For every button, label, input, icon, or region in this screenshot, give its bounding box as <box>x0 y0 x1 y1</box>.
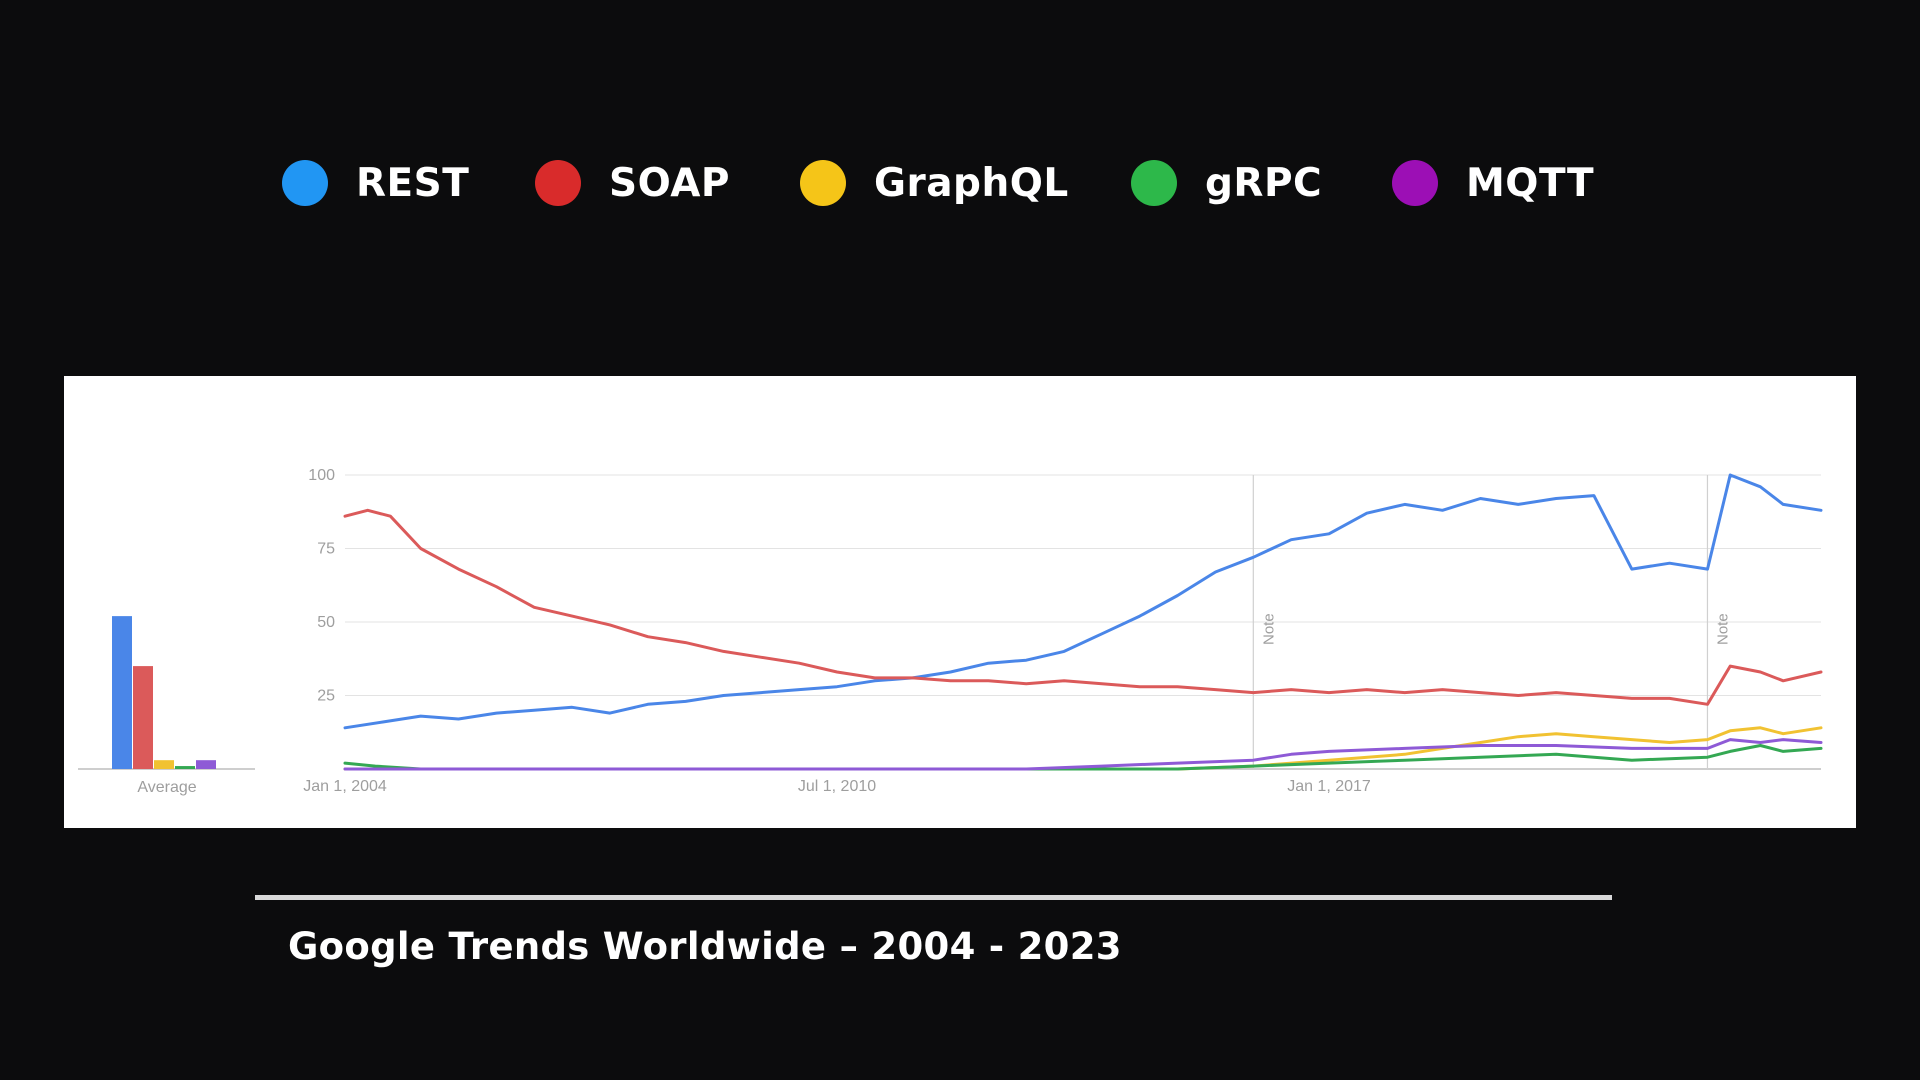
trends-chart: 100 75 50 25 Note Note Jan 1, 2004 Jul 1, 2010 J… <box>78 467 1823 796</box>
y-tick-label: 100 <box>308 467 335 484</box>
legend-item-mqtt: MQTT <box>1392 150 1594 216</box>
y-tick-label: 50 <box>317 614 335 631</box>
series-line-soap <box>343 508 1823 706</box>
caption: Google Trends Worldwide – 2004 - 2023 <box>288 925 1122 968</box>
legend-item-rest: REST <box>282 150 469 216</box>
legend-label-rest: REST <box>356 160 470 206</box>
legend-dot-rest <box>282 160 328 206</box>
legend-label-soap: SOAP <box>609 160 730 206</box>
series-line-rest <box>343 473 1823 730</box>
average-bar-graphql <box>154 760 174 769</box>
average-bar-mqtt <box>196 760 216 769</box>
average-bar-rest <box>112 616 132 769</box>
x-tick-label: Jan 1, 2017 <box>1287 778 1371 795</box>
average-bar-soap <box>133 666 153 769</box>
legend-dot-graphql <box>800 160 846 206</box>
legend-item-soap: SOAP <box>535 150 730 216</box>
legend-label-grpc: gRPC <box>1205 160 1323 206</box>
x-tick-label: Jul 1, 2010 <box>798 778 876 795</box>
legend-label-graphql: GraphQL <box>874 160 1069 206</box>
legend-item-graphql: GraphQL <box>800 150 1069 216</box>
legend-dot-mqtt <box>1392 160 1438 206</box>
legend-dot-grpc <box>1131 160 1177 206</box>
legend-item-grpc: gRPC <box>1131 150 1322 216</box>
caption-divider <box>255 895 1612 900</box>
x-tick-label: Jan 1, 2004 <box>303 778 387 795</box>
legend-dot-soap <box>535 160 581 206</box>
series-line-mqtt <box>343 738 1823 771</box>
average-label: Average <box>137 779 196 796</box>
series-line-graphql <box>343 726 1823 771</box>
legend: REST SOAP GraphQL gRPC MQTT <box>0 150 1920 216</box>
legend-label-mqtt: MQTT <box>1466 160 1595 206</box>
y-tick-label: 25 <box>317 688 335 705</box>
average-bar-grpc <box>175 766 195 769</box>
note-label: Note <box>1714 613 1731 645</box>
y-tick-label: 75 <box>317 541 335 558</box>
note-label: Note <box>1260 613 1277 645</box>
chart-panel: 100 75 50 25 Note Note Jan 1, 2004 Jul 1, 2010 J… <box>64 376 1856 828</box>
